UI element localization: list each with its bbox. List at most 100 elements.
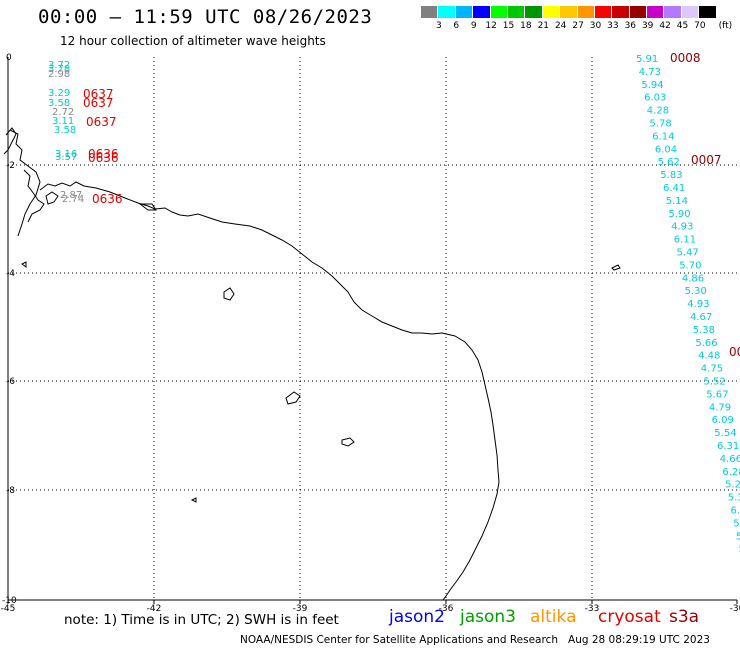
scale-swatch [525, 6, 543, 18]
satellite-label: jason2 [389, 607, 445, 627]
pass-time-label: 0636 [92, 192, 123, 206]
west-altimeter-track: 3.723.782.983.293.582.723.113.583.163.57… [48, 60, 123, 206]
credit-line: NOAA/NESDIS Center for Satellite Applica… [240, 634, 710, 646]
y-tick-label: 0 [6, 53, 12, 63]
scale-swatch [560, 6, 578, 18]
wave-height-value: 5.91 [636, 54, 658, 65]
x-tick-label: -39 [293, 604, 308, 614]
scale-tick-label: 9 [470, 21, 477, 31]
wave-height-value: 4.48 [698, 351, 720, 362]
wave-height-value: 3.72 [48, 60, 70, 71]
scale-swatch [490, 6, 508, 18]
scale-tick-label: 18 [520, 21, 532, 31]
satellite-label: s3a [669, 607, 700, 627]
wave-height-value: 5.62 [658, 157, 680, 168]
scale-tick-label: 24 [554, 21, 567, 31]
wave-height-value: 6.11 [674, 235, 696, 246]
scale-tick-label: 42 [659, 21, 671, 31]
page-title: 00:00 – 11:59 UTC 08/26/2023 [38, 6, 373, 28]
wave-height-value: 5.47 [677, 248, 699, 259]
x-tick-label: -45 [1, 604, 16, 614]
scale-tick-label: 30 [589, 21, 602, 31]
wave-height-value: 4.73 [639, 67, 661, 78]
wave-height-value: 5.3 [728, 493, 740, 504]
color-scale [421, 6, 717, 18]
x-tick-label: -33 [585, 604, 600, 614]
wave-height-value: 2.87 [60, 190, 82, 201]
scale-tick-label: 15 [502, 21, 515, 31]
scale-swatch [507, 6, 526, 18]
island-2 [285, 391, 301, 405]
wave-height-value: 2.98 [48, 69, 70, 80]
island-5 [611, 264, 621, 271]
scale-tick-label: 70 [694, 21, 706, 31]
lat-lon-grid [8, 57, 737, 600]
scale-tick-label: 3 [436, 21, 442, 31]
wave-height-value: 4.66 [720, 454, 740, 465]
wave-height-value: 6.14 [652, 131, 674, 142]
wave-height-value: 4.93 [671, 222, 693, 233]
coastline [3, 127, 621, 601]
wave-height-value: 6.28 [722, 467, 740, 478]
x-tick-label: -36 [439, 604, 454, 614]
color-scale-labels: 3 6 9 12 15 18 21 24 27 30 33 36 39 42 45 70 (ft) [421, 21, 740, 33]
wave-height-value: 5.38 [693, 325, 715, 336]
scale-swatch [594, 6, 613, 18]
wave-height-value: 6.04 [655, 144, 677, 155]
scale-swatch [664, 6, 682, 18]
wave-height-value: 5.78 [650, 119, 672, 130]
wave-height-value: 5.94 [641, 80, 663, 91]
y-tick-label: -10 [2, 596, 17, 606]
pass-time-label: 0637 [86, 115, 117, 129]
page-subtitle: 12 hour collection of altimeter wave hei… [60, 34, 326, 48]
bay-detail [138, 203, 157, 211]
credit-timestamp: Aug 28 08:29:19 UTC 2023 [568, 634, 710, 646]
scale-tick-label: 33 [607, 21, 619, 31]
scale-tick-label: 21 [537, 21, 550, 31]
island-3 [341, 437, 355, 447]
wave-height-value: 6.41 [663, 183, 685, 194]
scale-swatch [577, 6, 595, 18]
scale-swatch [612, 6, 630, 18]
wave-height-value: 3.58 [54, 125, 76, 136]
pass-time-label: 0007 [691, 153, 722, 167]
wave-height-value: 4.28 [647, 106, 669, 117]
scale-swatch [681, 6, 700, 18]
scale-tick-label: 6 [453, 21, 460, 31]
scale-swatch [473, 6, 491, 18]
satellite-label: jason3 [460, 607, 516, 627]
scale-swatch [421, 6, 439, 18]
wave-height-value: 4.75 [701, 364, 723, 375]
east-altimeter-track: 5.91 4.73 5.94 6.03 4.28 5.786.14 6.04 5.62 5.83… [636, 51, 740, 555]
wave-height-value: 5.52 [704, 377, 726, 388]
wave-height-value: 5.66 [695, 338, 717, 349]
wave-height-value: 4.79 [709, 402, 731, 413]
coastline-west [9, 129, 41, 237]
wave-height-value: 5. [736, 531, 740, 542]
wave-height-value: 5. [733, 518, 740, 529]
wave-height-value: 5. [739, 544, 740, 555]
scale-swatch [455, 6, 474, 18]
coastline-main [39, 181, 500, 601]
scale-tick-label: 39 [641, 21, 654, 31]
coastline-west-detail [23, 169, 59, 223]
wave-height-value: 3.29 [48, 88, 70, 99]
wave-height-value: 5.67 [706, 389, 728, 400]
scale-tick-label: 12 [485, 21, 497, 31]
wave-height-value: 5.90 [668, 209, 690, 220]
scale-tick-label: 27 [572, 21, 584, 31]
y-tick-label: -4 [6, 269, 15, 279]
island-6 [21, 261, 27, 268]
pass-time-label: 0636 [88, 147, 119, 161]
satellite-label: altika [530, 607, 577, 627]
scale-swatch [647, 6, 665, 18]
pass-time-label: 0008 [670, 51, 701, 65]
coastline-marajo [3, 127, 17, 155]
wave-height-value: 5.54 [714, 428, 736, 439]
wave-height-value: 6.31 [717, 441, 739, 452]
satellite-label: cryosat [598, 607, 661, 627]
wave-height-value: 4.86 [682, 273, 704, 284]
wave-height-value: 5.70 [679, 260, 701, 271]
pass-time-label: 0637 [83, 87, 114, 101]
